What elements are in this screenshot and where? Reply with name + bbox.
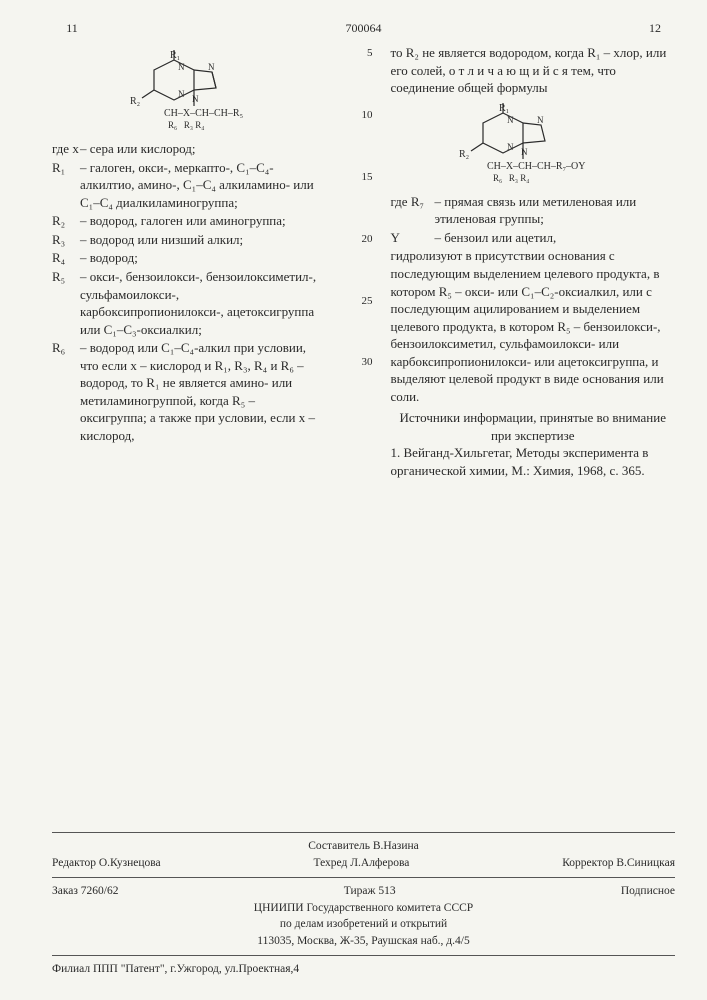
right-intro-paragraph: то R₂ не является водородом, когда R₁ – … xyxy=(391,44,676,97)
subscription: Подписное xyxy=(621,884,675,900)
substituent-definitions-right: где R₇– прямая связь или метиленовая или… xyxy=(391,193,676,247)
sources-block: Источники информации, принятые во вниман… xyxy=(391,409,676,479)
corrector-name: Корректор В.Синицкая xyxy=(562,856,675,872)
line-number: 25 xyxy=(355,294,373,309)
publisher-dept: по делам изобретений и открытий xyxy=(52,917,675,933)
line-number: 5 xyxy=(355,46,373,61)
svg-text:N: N xyxy=(178,89,185,99)
where-label-r6: R₆ xyxy=(52,339,80,357)
svg-text:R₂: R₂ xyxy=(459,149,469,160)
document-number: 700064 xyxy=(92,20,635,36)
techred-name: Техред Л.Алферова xyxy=(314,856,410,872)
footer-rule xyxy=(52,832,675,833)
publisher-address: 113035, Москва, Ж-35, Раушская наб., д.4… xyxy=(52,934,675,950)
patent-page: 11 700064 12 R₁ R₂ N xyxy=(0,0,707,1000)
svg-text:N: N xyxy=(507,115,514,125)
where-label-r4: R₄ xyxy=(52,249,80,267)
svg-text:N: N xyxy=(521,147,528,157)
where-def-x: – сера или кислород; xyxy=(80,140,321,158)
right-intro-text: то R₂ не является водородом, когда R₁ – … xyxy=(391,44,676,97)
svg-text:R₂: R₂ xyxy=(130,96,140,107)
svg-text:N: N xyxy=(178,62,185,72)
page-header: 11 700064 12 xyxy=(52,20,675,36)
editor-name: Редактор О.Кузнецова xyxy=(52,856,161,872)
where-def-r4: – водород; xyxy=(80,249,321,267)
where-def-r2: – водород, галоген или аминогруппа; xyxy=(80,212,321,230)
right-body-paragraph: гидролизуют в присутствии основания с по… xyxy=(391,247,676,405)
purine-ring-icon: R₁ R₂ N N N N CH–X–CH–CH–R₇–OY R₆ R₃ R₄ xyxy=(453,103,613,183)
footer-rule xyxy=(52,955,675,956)
page-number-left: 11 xyxy=(52,20,92,36)
two-column-body: R₁ R₂ N N N N CH–X–CH–CH–R₅ R₆ R₃ R₄ где… xyxy=(52,44,675,479)
svg-text:R₆ R₃ R₄: R₆ R₃ R₄ xyxy=(493,173,529,183)
right-column: то R₂ не является водородом, когда R₁ – … xyxy=(391,44,676,479)
circulation: Тираж 513 xyxy=(344,884,396,900)
line-number-gutter: 5 10 15 20 25 30 xyxy=(355,44,373,479)
svg-text:N: N xyxy=(192,94,199,104)
line-number: 15 xyxy=(355,170,373,185)
where-label-r2: R₂ xyxy=(52,212,80,230)
where-def-r1: – галоген, окси-, меркапто-, C₁–C₄-алкил… xyxy=(80,159,321,212)
where-label-r5: R₅ xyxy=(52,268,80,286)
where-label-r3: R₃ xyxy=(52,231,80,249)
branch-address: Филиал ППП "Патент", г.Ужгород, ул.Проек… xyxy=(52,962,675,978)
line-number: 10 xyxy=(355,108,373,123)
publisher-org: ЦНИИПИ Государственного комитета СССР xyxy=(52,901,675,917)
where-def-r7: – прямая связь или метиленовая или этиле… xyxy=(435,193,660,228)
where-label-x: где x xyxy=(52,140,80,158)
svg-text:R₁: R₁ xyxy=(499,103,509,114)
where-def-r6: – водород или C₁–C₄-алкил при условии, ч… xyxy=(80,339,321,444)
purine-ring-icon: R₁ R₂ N N N N CH–X–CH–CH–R₅ R₆ R₃ R₄ xyxy=(124,50,264,130)
sources-heading: Источники информации, принятые во вниман… xyxy=(391,409,676,444)
where-label-y: Y xyxy=(391,229,435,247)
editor-row: Редактор О.Кузнецова Техред Л.Алферова К… xyxy=(52,856,675,872)
left-column: R₁ R₂ N N N N CH–X–CH–CH–R₅ R₆ R₃ R₄ где… xyxy=(52,44,337,479)
order-number: Заказ 7260/62 xyxy=(52,884,119,900)
imprint-footer: Составитель В.Назина Редактор О.Кузнецов… xyxy=(52,826,675,978)
where-def-r5: – окси-, бензоилокси-, бензоилоксиметил-… xyxy=(80,268,321,338)
svg-text:N: N xyxy=(507,142,514,152)
svg-text:N: N xyxy=(537,115,544,125)
svg-text:N: N xyxy=(208,62,215,72)
footer-rule xyxy=(52,877,675,878)
where-label-r7: где R₇ xyxy=(391,193,435,211)
where-label-r1: R₁ xyxy=(52,159,80,177)
sources-item: 1. Вейганд-Хильгетаг, Методы эксперимент… xyxy=(391,444,676,479)
where-def-r3: – водород или низший алкил; xyxy=(80,231,321,249)
right-body-text: гидролизуют в присутствии основания с по… xyxy=(391,247,676,405)
page-number-right: 12 xyxy=(635,20,675,36)
line-number: 20 xyxy=(355,232,373,247)
svg-text:R₁: R₁ xyxy=(170,50,180,61)
svg-text:CH–X–CH–CH–R₇–OY: CH–X–CH–CH–R₇–OY xyxy=(487,161,586,172)
chemical-formula-1: R₁ R₂ N N N N CH–X–CH–CH–R₅ R₆ R₃ R₄ xyxy=(52,50,337,130)
chemical-formula-2: R₁ R₂ N N N N CH–X–CH–CH–R₇–OY R₆ R₃ R₄ xyxy=(391,103,676,183)
order-row: Заказ 7260/62 Тираж 513 Подписное xyxy=(52,884,675,900)
svg-text:CH–X–CH–CH–R₅: CH–X–CH–CH–R₅ xyxy=(164,108,243,119)
compiler-line: Составитель В.Назина xyxy=(52,839,675,855)
line-number: 30 xyxy=(355,355,373,370)
substituent-definitions-left: где x– сера или кислород; R₁– галоген, о… xyxy=(52,140,337,444)
svg-text:R₆ R₃ R₄: R₆ R₃ R₄ xyxy=(168,120,204,130)
where-def-y: – бензоил или ацетил, xyxy=(435,229,660,247)
